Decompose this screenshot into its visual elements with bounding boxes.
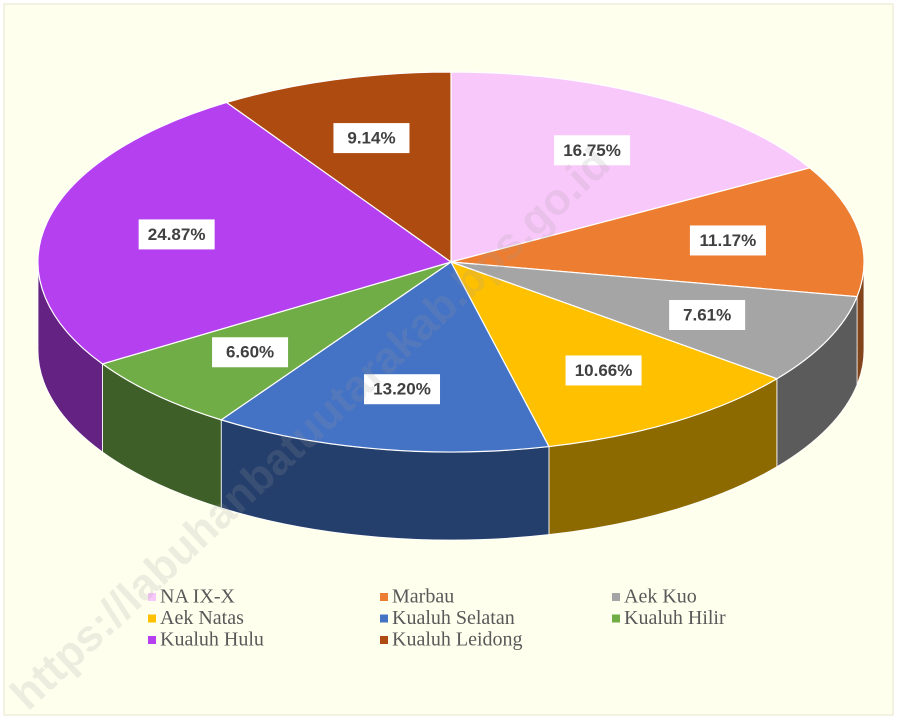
pie-slice [37,101,453,365]
legend-swatch [380,593,388,601]
legend-label: Kualuh Hulu [160,629,264,651]
legend-swatch [148,636,156,644]
legend-label: Aek Kuo [624,586,697,608]
pie-tops [37,71,865,453]
data-label: 11.17% [700,231,757,250]
data-label: 16.75% [563,141,621,160]
pie-slice [450,261,858,380]
data-label-box [138,219,215,250]
data-label-box [212,337,289,368]
pie-slice [449,260,779,448]
pie-slice [450,71,812,263]
data-label: 13.20% [373,380,431,399]
data-label-box [669,299,746,330]
legend-label: NA IX-X [160,586,236,608]
legend-swatch [148,614,156,623]
legend-label: Kualuh Leidong [392,629,523,651]
pie-slice [219,261,550,453]
data-label: 10.66% [575,361,633,380]
data-label-box [565,355,642,386]
pie-slice [225,71,452,264]
legend-swatch [380,636,388,644]
legend-swatch [380,614,388,623]
legend-swatch [612,614,620,623]
pie-slice [450,167,865,298]
legend-swatch [612,593,620,601]
legend-swatch [148,593,156,601]
data-label: 7.61% [683,305,731,324]
data-label-box [554,135,631,166]
legend-label: Kualuh Hilir [624,607,726,629]
data-label-box [364,374,441,405]
data-label: 9.14% [347,129,395,148]
legend-label: Aek Natas [160,607,244,629]
legend-label: Kualuh Selatan [392,607,515,629]
data-label-box [689,225,766,256]
legend-label: Marbau [392,586,454,608]
legend: NA IX-X Marbau Aek Kuo Aek Natas Kualuh Sela… [148,586,726,651]
data-label: 6.60% [226,343,274,362]
data-labels: 16.75% 11.17% 7.61% 10.66% 13.20% 6.60% 24.87%… [138,123,766,405]
data-label: 24.87% [148,225,206,244]
data-label-box [333,123,410,154]
